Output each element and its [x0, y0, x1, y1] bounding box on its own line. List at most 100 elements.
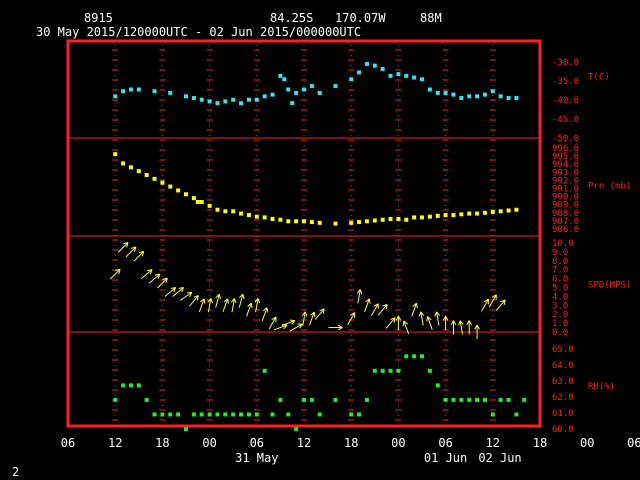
wind-arrow-head [115, 268, 121, 272]
wind-arrow-shaft [427, 316, 433, 330]
relative-humidity-point [522, 397, 527, 402]
pressure-point [451, 213, 456, 218]
date-label: 02 Jun [478, 451, 521, 465]
relative-humidity-point [396, 368, 401, 373]
wind-arrow [148, 273, 161, 284]
wind-arrow-shaft [207, 298, 212, 313]
wind-arrow-shaft [281, 320, 296, 326]
wind-arrow-head [233, 298, 237, 304]
wind-arrow-head [459, 320, 464, 325]
wind-arrow-shaft [133, 251, 145, 262]
temperature-point [152, 89, 157, 94]
wind-arrow [411, 302, 418, 317]
pressure-point [254, 214, 259, 219]
wind-arrow-head [483, 298, 489, 303]
wind-arrow [246, 302, 253, 317]
wind-arrow-head [397, 315, 402, 321]
wind-arrow-head [181, 287, 184, 293]
x-tick-label: 00 [391, 436, 405, 450]
wind-arrow-head [254, 298, 259, 303]
wind-arrow [314, 308, 325, 320]
wind-arrow-head [337, 327, 343, 331]
wind-arrow [157, 277, 168, 289]
pressure-point [286, 219, 291, 224]
pressure-point [302, 219, 306, 224]
relative-humidity-point [246, 412, 251, 417]
temperature-point [333, 84, 338, 89]
wind-arrow-head [365, 298, 370, 303]
relative-humidity-point [113, 397, 118, 402]
pressure-point [372, 218, 377, 223]
wind-arrow-head [149, 269, 153, 275]
x-tick-label: 06 [61, 436, 75, 450]
y-tick-label: 989.0 [552, 201, 579, 211]
pressure-point [176, 188, 181, 193]
x-tick-label: 06 [627, 436, 640, 450]
wind-arrow-shaft [188, 295, 199, 307]
wind-arrow [418, 311, 425, 326]
wind-arrow-head [445, 315, 449, 321]
wind-arrow-head [426, 316, 428, 322]
pressure-point [246, 213, 251, 218]
wind-arrow-head [200, 298, 205, 303]
station-elev: 88M [420, 11, 442, 25]
wind-arrow-head [304, 311, 308, 317]
wind-arrow-head [218, 293, 221, 300]
pressure-point [207, 203, 212, 208]
temperature-point [282, 77, 287, 82]
wind-arrow-shaft [140, 269, 153, 280]
relative-humidity-point [309, 397, 314, 402]
y-tick-label: 7.0 [552, 266, 568, 276]
wind-arrow [458, 320, 464, 335]
y-tick-label: 63.0 [552, 377, 574, 387]
pressure-point [191, 196, 196, 201]
y-tick-label: 9.0 [552, 248, 568, 258]
relative-humidity-point [388, 368, 393, 373]
wind-arrow-head [491, 294, 497, 298]
pressure-point [333, 221, 338, 226]
relative-humidity-point [427, 368, 432, 373]
pressure-point [239, 211, 244, 216]
wind-arrow-head [189, 292, 193, 298]
wind-arrow-shaft [261, 307, 268, 321]
x-tick-label: 18 [344, 436, 358, 450]
relative-humidity-point [420, 354, 424, 359]
wind-arrow-shaft [222, 298, 229, 313]
wind-arrow [179, 291, 193, 301]
temperature-point [404, 73, 409, 78]
wind-arrow-head [382, 303, 388, 307]
relative-humidity-point [168, 412, 173, 417]
wind-arrow-head [322, 308, 325, 314]
wind-arrow [172, 286, 184, 297]
temperature-point [349, 77, 354, 82]
pressure-point [128, 165, 133, 170]
wind-arrow-head [436, 311, 441, 316]
temperature-point [270, 92, 275, 97]
y-tick-label: 988.0 [552, 209, 579, 219]
wind-arrow-shaft [347, 312, 356, 325]
pressure-point [396, 216, 401, 221]
wind-arrow-head [227, 298, 229, 304]
wind-arrow-shaft [172, 287, 184, 297]
panel-label: T(C) [588, 73, 610, 83]
wind-arrow-head [418, 311, 422, 317]
wind-arrow-shaft [231, 298, 235, 313]
time-period: 30 May 2015/120000UTC - 02 Jun 2015/0000… [36, 25, 361, 39]
wind-arrow-shaft [385, 317, 396, 329]
wind-arrow-head [173, 287, 177, 293]
temperature-point [302, 87, 306, 92]
wind-arrow-shaft [302, 311, 306, 326]
pressure-point [357, 220, 362, 225]
relative-humidity-point [380, 368, 385, 373]
wind-arrow [347, 312, 356, 325]
relative-humidity-point [482, 397, 487, 402]
pressure-point [223, 209, 228, 214]
wind-arrow [261, 307, 269, 321]
x-tick-label: 06 [250, 436, 264, 450]
pressure-point [490, 210, 495, 215]
pressure-point [388, 216, 393, 221]
relative-humidity-point [184, 427, 188, 431]
wind-arrow-shaft [314, 308, 325, 320]
temperature-point [294, 90, 299, 95]
wind-arrow-shaft [370, 303, 379, 317]
